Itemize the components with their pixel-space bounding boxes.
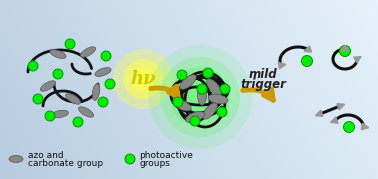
Text: trigger: trigger bbox=[240, 78, 286, 91]
Circle shape bbox=[160, 57, 240, 137]
Circle shape bbox=[123, 59, 163, 99]
Text: azo and: azo and bbox=[28, 151, 64, 161]
Ellipse shape bbox=[65, 94, 81, 104]
Circle shape bbox=[148, 45, 252, 149]
Text: carbonate group: carbonate group bbox=[28, 159, 103, 168]
Circle shape bbox=[173, 97, 183, 107]
Ellipse shape bbox=[50, 50, 66, 58]
Ellipse shape bbox=[95, 68, 111, 76]
Circle shape bbox=[177, 70, 187, 80]
Circle shape bbox=[65, 39, 75, 49]
Ellipse shape bbox=[52, 110, 68, 118]
Ellipse shape bbox=[208, 94, 228, 104]
Ellipse shape bbox=[9, 156, 23, 163]
Circle shape bbox=[113, 49, 173, 109]
Ellipse shape bbox=[180, 75, 196, 89]
Ellipse shape bbox=[186, 112, 204, 122]
FancyArrowPatch shape bbox=[151, 86, 178, 97]
Circle shape bbox=[33, 94, 43, 104]
Circle shape bbox=[98, 97, 108, 107]
Text: mild: mild bbox=[249, 67, 277, 81]
Circle shape bbox=[190, 116, 200, 126]
Ellipse shape bbox=[78, 107, 94, 117]
Circle shape bbox=[302, 55, 313, 67]
Circle shape bbox=[170, 67, 230, 127]
Ellipse shape bbox=[40, 81, 56, 91]
Ellipse shape bbox=[92, 84, 100, 100]
Circle shape bbox=[125, 154, 135, 164]
Circle shape bbox=[101, 51, 111, 61]
Ellipse shape bbox=[203, 103, 217, 119]
Ellipse shape bbox=[207, 79, 221, 95]
Circle shape bbox=[53, 69, 63, 79]
Circle shape bbox=[28, 61, 38, 71]
Circle shape bbox=[197, 84, 207, 94]
Circle shape bbox=[180, 77, 220, 117]
Ellipse shape bbox=[81, 47, 96, 57]
Circle shape bbox=[344, 122, 355, 132]
Circle shape bbox=[217, 107, 227, 117]
Circle shape bbox=[131, 67, 155, 91]
Text: groups: groups bbox=[139, 159, 170, 168]
Circle shape bbox=[73, 117, 83, 127]
Ellipse shape bbox=[197, 85, 206, 105]
FancyArrowPatch shape bbox=[243, 89, 273, 100]
Circle shape bbox=[203, 68, 213, 78]
Ellipse shape bbox=[173, 99, 191, 111]
Circle shape bbox=[220, 84, 230, 94]
Circle shape bbox=[339, 45, 350, 57]
Circle shape bbox=[105, 79, 115, 89]
Text: photoactive: photoactive bbox=[139, 151, 193, 161]
Text: hν: hν bbox=[130, 70, 156, 88]
Circle shape bbox=[45, 111, 55, 121]
